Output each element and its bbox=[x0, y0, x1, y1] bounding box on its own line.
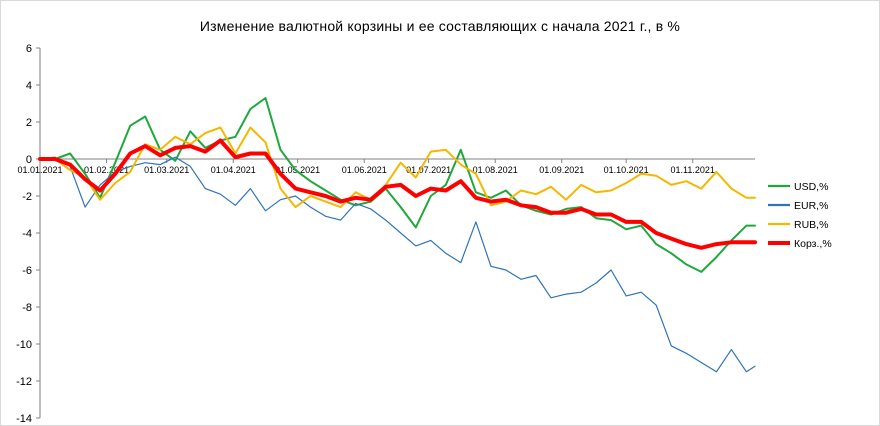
y-tick-label: 6 bbox=[26, 43, 32, 55]
y-tick-label: 0 bbox=[26, 154, 32, 166]
y-tick-label: -12 bbox=[16, 376, 32, 388]
x-tick-label: 01.01.2021 bbox=[17, 165, 62, 175]
chart-title: Изменение валютной корзины и ее составля… bbox=[199, 18, 681, 34]
x-tick-label: 01.11.2021 bbox=[671, 165, 715, 175]
series-line-3 bbox=[39, 126, 756, 209]
x-tick-label: 01.03.2021 bbox=[144, 165, 189, 175]
y-tick-label: -8 bbox=[22, 302, 32, 314]
x-tick-label: 01.05.2021 bbox=[275, 165, 320, 175]
x-tick-label: 01.10.2021 bbox=[604, 165, 649, 175]
chart-axes: 6 4 2 0 -2 -4 -6 -8 -10 -12 -14 01.01.2021 01.02.202… bbox=[16, 43, 755, 425]
series-line-4 bbox=[38, 138, 757, 250]
y-tick-label: -6 bbox=[22, 265, 32, 277]
legend-label-2: EUR,% bbox=[794, 200, 828, 212]
y-tick-label: -4 bbox=[22, 228, 32, 240]
y-tick-label: 2 bbox=[26, 117, 32, 129]
chart-legend: USD,% EUR,% RUB,% Корз.,% bbox=[768, 181, 832, 250]
x-tick-label: 01.09.2021 bbox=[539, 165, 584, 175]
series-line-2 bbox=[39, 156, 756, 373]
plot-area bbox=[38, 97, 757, 373]
x-tick-label: 01.07.2021 bbox=[406, 165, 451, 175]
y-tick-label: -2 bbox=[22, 191, 32, 203]
y-tick-label: -14 bbox=[16, 413, 32, 425]
legend-label-1: USD,% bbox=[794, 181, 828, 193]
legend-label-3: RUB,% bbox=[794, 219, 828, 231]
x-tick-label: 01.06.2021 bbox=[342, 165, 387, 175]
y-tick-label: -10 bbox=[16, 339, 32, 351]
legend-label-4: Корз.,% bbox=[794, 238, 832, 250]
y-tick-label: 4 bbox=[26, 80, 32, 92]
x-tick-label: 01.02.2021 bbox=[84, 165, 129, 175]
x-tick-label: 01.04.2021 bbox=[211, 165, 256, 175]
x-tick-label: 01.08.2021 bbox=[473, 165, 518, 175]
